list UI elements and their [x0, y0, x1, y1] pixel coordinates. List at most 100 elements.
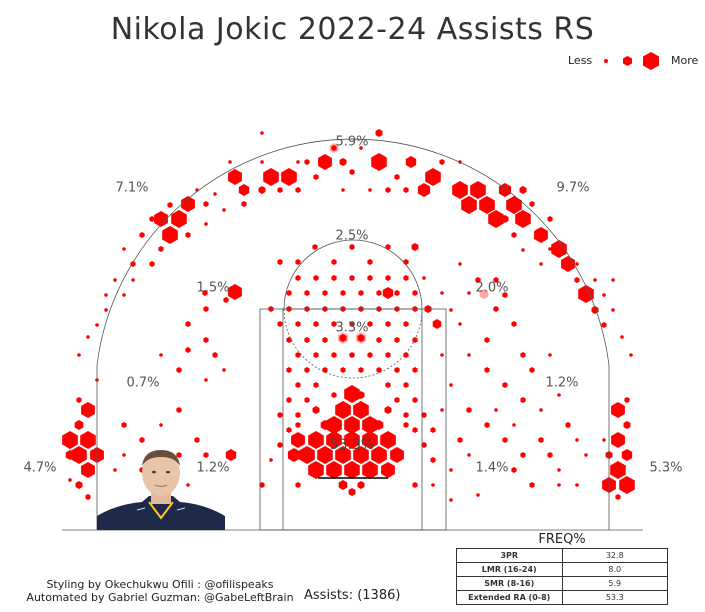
- hexbin-mark: [185, 321, 191, 327]
- hexbin-mark: [349, 169, 355, 175]
- hexbin-mark: [331, 259, 337, 265]
- hexbin-mark: [529, 201, 535, 207]
- hexbin-mark: [417, 183, 431, 197]
- hexbin-mark: [403, 187, 409, 193]
- hexbin-mark: [394, 397, 400, 403]
- hexbin-mark: [502, 292, 508, 298]
- hexbin-mark: [357, 481, 365, 489]
- hexbin-mark: [81, 402, 95, 418]
- zone-pct-label: 1.5%: [196, 280, 230, 296]
- hexbin-mark: [449, 468, 453, 472]
- hexbin-mark: [548, 353, 552, 357]
- hexbin-mark: [340, 367, 346, 373]
- legend-less-label: Less: [568, 54, 593, 67]
- hexbin-mark: [122, 247, 126, 251]
- hexbin-mark: [186, 483, 190, 487]
- hexbin-mark: [382, 287, 394, 299]
- hexbin-mark: [213, 192, 217, 196]
- hexbin-mark: [440, 353, 444, 357]
- hexbin-mark: [521, 248, 525, 252]
- hexbin-mark: [551, 240, 567, 258]
- hexbin-mark: [185, 232, 191, 238]
- hexbin-mark: [228, 284, 242, 300]
- hexbin-mark: [358, 367, 364, 373]
- hexbin-mark: [529, 367, 535, 373]
- hexbin-mark: [122, 453, 126, 457]
- hexbin-mark: [502, 437, 508, 443]
- hexbin-mark: [331, 145, 337, 151]
- hexbin-mark: [501, 215, 509, 223]
- legend-large-marker: [643, 52, 659, 70]
- hexbin-mark: [299, 446, 315, 464]
- hexbin-mark: [355, 332, 367, 344]
- hexbin-mark: [121, 422, 127, 428]
- zone-pct-label: 1.2%: [545, 375, 579, 391]
- hexbin-mark: [494, 408, 498, 412]
- hexbin-mark: [286, 367, 292, 373]
- zone-pct-label: 5.3%: [649, 460, 683, 476]
- hexbin-mark: [466, 407, 472, 413]
- hexbin-mark: [113, 468, 117, 472]
- hexbin-mark: [269, 458, 273, 462]
- hexbin-mark: [203, 201, 209, 207]
- hexbin-mark: [104, 308, 108, 312]
- hexbin-mark: [539, 262, 543, 266]
- hexbin-mark: [493, 277, 499, 283]
- hexbin-mark: [68, 478, 72, 482]
- zone-pct-label: 7.1%: [115, 180, 149, 196]
- hexbin-mark: [458, 322, 462, 326]
- free-throw-circle-bottom: [283, 308, 423, 379]
- hexbin-mark: [203, 337, 209, 343]
- hexbin-mark: [430, 427, 436, 433]
- hexbin-mark: [139, 437, 145, 443]
- hexbin-mark: [149, 216, 155, 222]
- hexbin-mark: [225, 449, 237, 461]
- hexbin-mark: [367, 259, 373, 265]
- hexbin-mark: [295, 412, 301, 418]
- hexbin-mark: [222, 368, 226, 372]
- hexbin-mark: [277, 259, 283, 265]
- hexbin-mark: [430, 457, 436, 463]
- hexbin-mark: [602, 438, 606, 442]
- hexbin-mark: [149, 261, 155, 267]
- table-row: SMR (8-16) 5.9: [456, 576, 668, 591]
- hexbin-mark: [452, 181, 468, 199]
- hexbin-mark: [593, 278, 597, 282]
- hexbin-mark: [313, 275, 319, 281]
- zone-pct-label: 4.7%: [23, 460, 57, 476]
- hexbin-mark: [65, 450, 75, 460]
- hexbin-mark: [295, 382, 301, 388]
- legend: Less More: [540, 52, 700, 72]
- hexbin-mark: [304, 337, 310, 343]
- hexbin-mark: [575, 438, 579, 442]
- hexbin-mark: [449, 308, 453, 312]
- hexbin-mark: [322, 290, 328, 296]
- hexbin-mark: [578, 285, 594, 303]
- hexbin-mark: [76, 397, 82, 403]
- hexbin-mark: [520, 452, 526, 458]
- hexbin-mark: [326, 416, 342, 434]
- hexbin-mark: [158, 246, 164, 252]
- hexbin-mark: [167, 202, 173, 208]
- three-point-arc: [96, 138, 610, 366]
- hexbin-mark: [557, 468, 561, 472]
- hexbin-mark: [362, 461, 378, 479]
- hexbin-mark: [629, 353, 633, 357]
- hexbin-mark: [385, 321, 391, 327]
- hexbin-mark: [286, 427, 292, 433]
- hexbin-mark: [277, 412, 283, 418]
- hexbin-mark: [565, 422, 571, 428]
- hexbin-mark: [86, 335, 90, 339]
- hexbin-mark: [610, 461, 626, 479]
- hexbin-mark: [338, 480, 348, 490]
- zone-pct-label: 1.2%: [196, 460, 230, 476]
- hexbin-mark: [312, 244, 318, 250]
- hexbin-mark: [286, 397, 292, 403]
- hexbin-mark: [62, 431, 78, 449]
- hexbin-mark: [557, 393, 561, 397]
- hexbin-mark: [367, 352, 373, 358]
- hexbin-mark: [348, 488, 356, 496]
- hexbin-mark: [295, 275, 301, 281]
